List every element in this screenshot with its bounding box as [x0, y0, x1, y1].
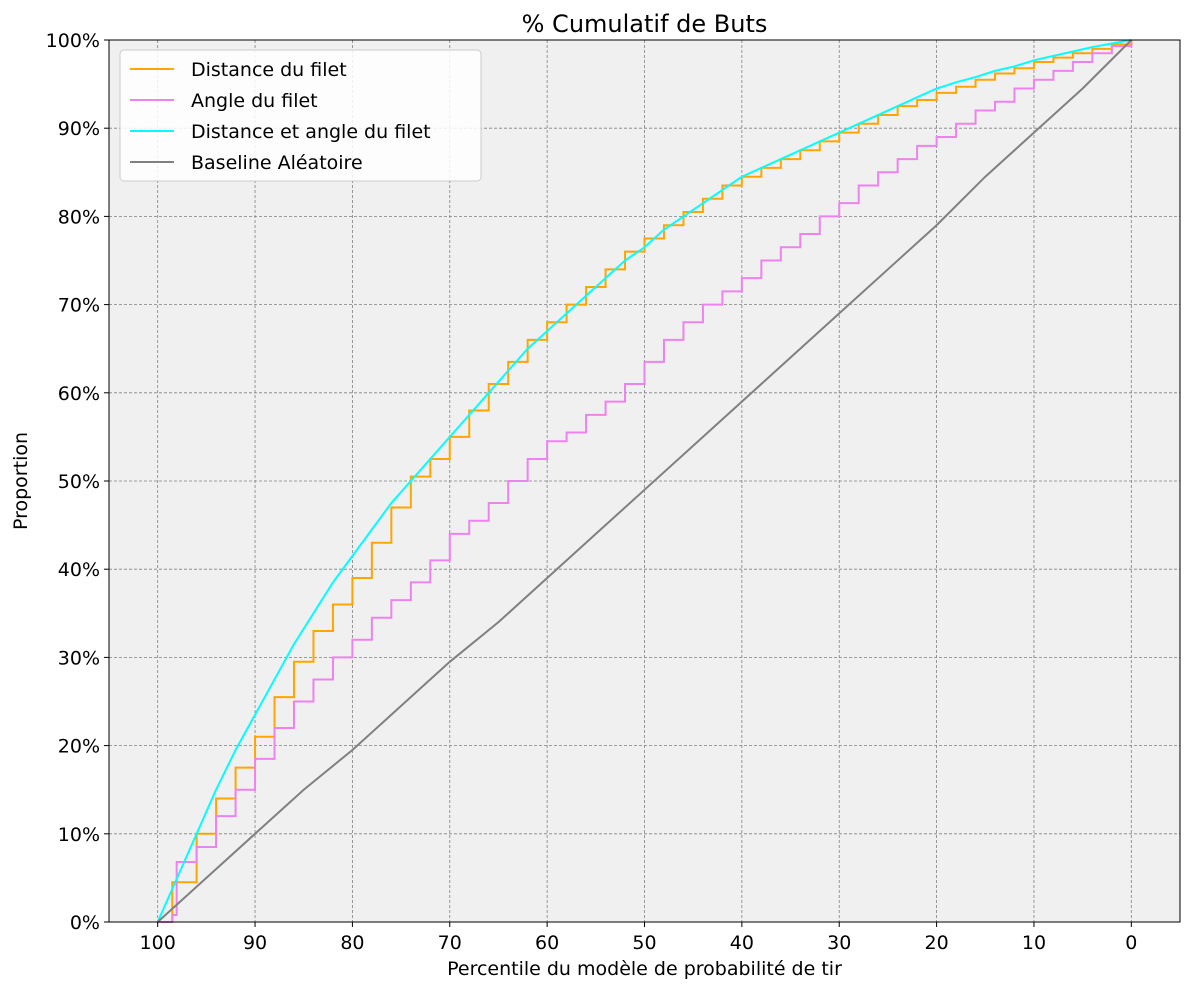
series-line-1 — [157, 40, 1133, 923]
legend-label: Distance du filet — [191, 59, 347, 81]
y-tick-label: 100% — [46, 30, 100, 52]
y-tick-label: 10% — [58, 824, 100, 846]
legend: Distance du filet Angle du filet Distance … — [119, 49, 482, 182]
series-line-3 — [156, 39, 1132, 923]
series-layer — [156, 39, 1133, 923]
y-axis-title: Proportion — [10, 432, 32, 530]
x-axis: 100 90 80 70 60 50 40 30 20 10 0 — [140, 922, 1137, 954]
series-line-2 — [157, 40, 1133, 923]
y-tick-label: 20% — [58, 736, 100, 758]
chart-title: % Cumulatif de Buts — [522, 10, 768, 38]
y-tick-label: 30% — [58, 647, 100, 669]
x-tick-label: 50 — [632, 932, 656, 954]
x-tick-label: 60 — [535, 932, 559, 954]
y-tick-label: 70% — [58, 295, 100, 317]
y-tick-label: 80% — [58, 206, 100, 228]
y-tick-label: 60% — [58, 383, 100, 405]
x-axis-title: Percentile du modèle de probabilité de t… — [447, 958, 842, 980]
series-line-4 — [157, 39, 1133, 923]
y-tick-label: 0% — [70, 912, 100, 934]
y-tick-label: 40% — [58, 559, 100, 581]
x-tick-label: 70 — [438, 932, 462, 954]
x-tick-label: 20 — [924, 932, 948, 954]
x-tick-label: 80 — [340, 932, 364, 954]
legend-label: Angle du filet — [191, 90, 318, 112]
x-tick-label: 90 — [243, 932, 267, 954]
x-tick-label: 10 — [1022, 932, 1046, 954]
legend-label: Baseline Aléatoire — [191, 152, 363, 174]
x-tick-label: 100 — [140, 932, 176, 954]
y-tick-label: 90% — [58, 118, 100, 140]
x-tick-label: 30 — [827, 932, 851, 954]
legend-label: Distance et angle du filet — [191, 121, 431, 143]
x-tick-label: 0 — [1125, 932, 1137, 954]
x-tick-label: 40 — [730, 932, 754, 954]
legend-box — [119, 49, 482, 182]
y-axis: 0% 10% 20% 30% 40% 50% 60% 70% 80% 90% 100% — [46, 30, 109, 934]
y-tick-label: 50% — [58, 471, 100, 493]
